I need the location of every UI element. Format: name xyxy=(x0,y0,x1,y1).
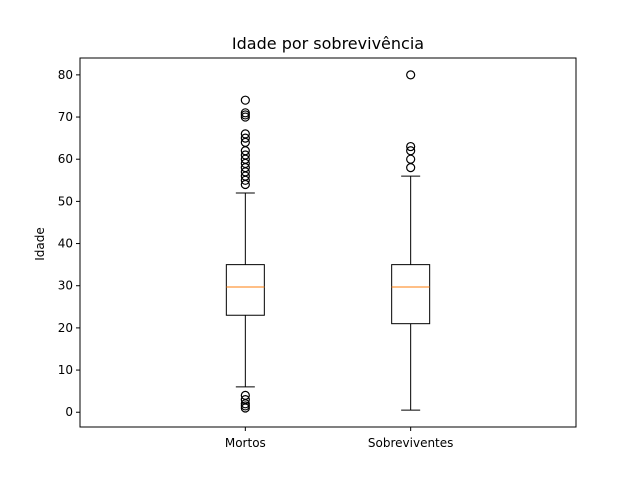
outlier-point xyxy=(406,163,416,173)
y-tick-label: 80 xyxy=(58,68,73,82)
y-tick-label: 0 xyxy=(65,405,73,419)
outlier-point xyxy=(406,146,416,156)
chart-title: Idade por sobrevivência xyxy=(232,34,424,53)
outlier-point xyxy=(240,150,250,160)
y-axis-label: Idade xyxy=(33,227,47,261)
outlier-point xyxy=(240,390,250,400)
outlier-point xyxy=(240,133,250,143)
box-iqr xyxy=(225,264,265,316)
outlier-point xyxy=(240,129,250,139)
outlier-point xyxy=(240,394,250,405)
outlier-point xyxy=(406,154,416,164)
y-tick-label: 50 xyxy=(58,194,73,208)
outlier-point xyxy=(406,70,416,80)
y-tick-label: 60 xyxy=(58,152,73,166)
plot-frame xyxy=(79,57,577,428)
y-tick-label: 10 xyxy=(58,363,73,377)
y-tick-label: 40 xyxy=(58,237,73,251)
y-tick-label: 20 xyxy=(58,321,73,335)
outlier-point xyxy=(240,108,250,118)
x-tick-label: Sobreviventes xyxy=(368,436,454,450)
box-iqr xyxy=(391,264,431,325)
outlier-point xyxy=(240,95,250,105)
outlier-point xyxy=(406,141,416,152)
y-tick-label: 30 xyxy=(58,279,73,293)
plot-area: 0 10 20 30 40 50 60 70 80 Mortos Sobreviventes xyxy=(58,57,577,450)
y-tick-label: 70 xyxy=(58,110,73,124)
x-tick-label: Mortos xyxy=(225,436,266,450)
